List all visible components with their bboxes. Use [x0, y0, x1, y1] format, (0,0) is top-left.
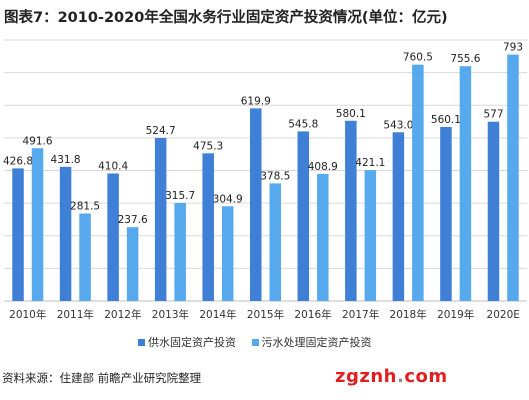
data-label: 560.1	[431, 114, 461, 126]
watermark-text: zgznh	[335, 366, 397, 387]
bar	[59, 166, 72, 301]
legend-label-sewage: 污水处理固定资产投资	[261, 336, 372, 349]
data-label: 378.5	[260, 170, 290, 182]
legend-item-supply: 供水固定资产投资	[138, 334, 236, 350]
data-label: 543.0	[383, 119, 413, 131]
bar	[392, 132, 405, 301]
bar	[487, 121, 500, 301]
bar	[317, 173, 329, 301]
bar	[412, 64, 424, 301]
data-label: 421.1	[355, 157, 385, 169]
data-label: 760.5	[403, 52, 433, 64]
data-label: 304.9	[213, 193, 243, 205]
bar	[507, 54, 519, 301]
bar	[79, 213, 91, 301]
data-label: 475.3	[193, 140, 223, 152]
legend-item-sewage: 污水处理固定资产投资	[251, 334, 372, 350]
data-label: 755.6	[450, 53, 480, 65]
data-label: 237.6	[118, 214, 148, 226]
chart-title: 图表7：2010-2020年全国水务行业固定资产投资情况(单位：亿元)	[4, 10, 448, 26]
bar	[221, 206, 234, 301]
data-label: 426.8	[3, 155, 33, 167]
x-tick-label: 2014年	[199, 308, 236, 321]
data-label: 281.5	[70, 201, 100, 213]
data-label: 410.4	[98, 160, 128, 172]
bar	[126, 227, 139, 301]
source-note: 资料来源：住建部 前瞻产业研究院整理	[2, 371, 202, 385]
bar	[250, 108, 262, 301]
site-watermark: zgznh.com	[335, 366, 448, 387]
data-label: 545.8	[288, 118, 318, 130]
x-tick-label: 2011年	[57, 308, 94, 321]
x-tick-label: 2010年	[9, 308, 46, 321]
watermark-suffix: com	[404, 366, 448, 387]
bar	[440, 126, 452, 301]
x-tick-label: 2015年	[247, 308, 284, 321]
bar	[12, 168, 24, 301]
x-tick-label: 2012年	[104, 308, 141, 321]
bar	[459, 66, 472, 301]
bar	[345, 120, 357, 302]
legend-swatch-supply	[138, 338, 145, 346]
watermark-dot: .	[396, 366, 405, 387]
x-tick-label: 2019年	[437, 308, 474, 321]
legend-label-supply: 供水固定资产投资	[148, 336, 236, 349]
bar	[364, 170, 377, 301]
data-label: 524.7	[146, 125, 176, 137]
x-tick-label: 2020E	[487, 309, 520, 321]
data-label: 431.8	[51, 154, 81, 166]
data-label: 491.6	[22, 135, 52, 147]
bar	[31, 148, 44, 301]
x-tick-label: 2018年	[390, 308, 427, 321]
bar	[202, 153, 214, 301]
data-label: 408.9	[308, 161, 338, 173]
data-label: 315.7	[165, 190, 195, 202]
data-label: 619.9	[241, 95, 271, 107]
bar	[107, 173, 119, 301]
bar	[154, 137, 167, 301]
data-label: 577	[483, 109, 503, 121]
bar	[269, 183, 281, 301]
data-label: 793	[503, 42, 523, 54]
legend-swatch-sewage	[251, 338, 259, 346]
bar	[297, 131, 310, 301]
x-tick-label: 2017年	[342, 308, 379, 321]
legend: 供水固定资产投资 污水处理固定资产投资	[138, 334, 384, 350]
x-tick-label: 2016年	[294, 308, 331, 321]
data-label: 580.1	[336, 108, 366, 120]
bar	[174, 202, 186, 301]
x-tick-label: 2013年	[152, 308, 189, 321]
